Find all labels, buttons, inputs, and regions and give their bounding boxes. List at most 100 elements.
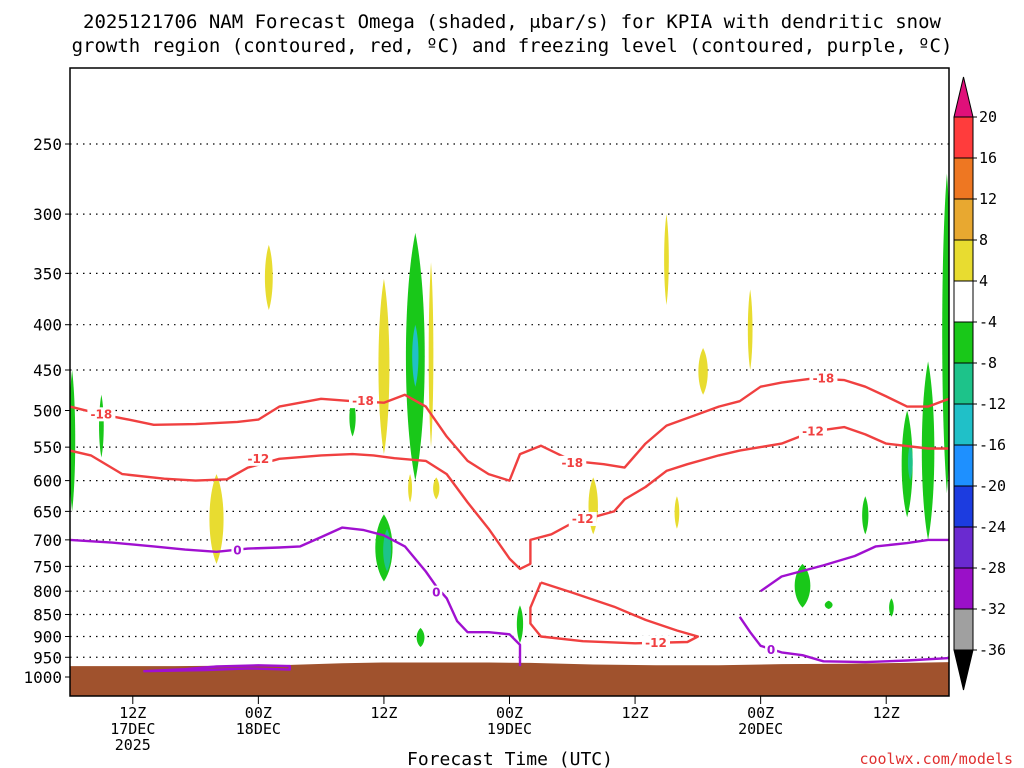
x-tick-label-2-1: 12Z xyxy=(370,704,397,722)
x-tick-label-4-1: 12Z xyxy=(622,704,649,722)
contour-label-bg-dgz-minus18-3 xyxy=(809,371,838,386)
contour-freezing-level xyxy=(70,526,522,667)
contour-label-bg-dgz-minus18-1 xyxy=(349,394,377,409)
omega-area-17 xyxy=(674,496,680,529)
omega-area-16 xyxy=(664,214,669,305)
contour-label-dgz-minus12-low-0: -12 xyxy=(645,636,667,650)
contour-label-bg-dgz-minus18-0 xyxy=(87,407,116,422)
colorbar-segment-6 xyxy=(953,362,974,405)
y-tick-label-450: 450 xyxy=(33,361,62,380)
colorbar-label-7: -12 xyxy=(979,395,1006,413)
x-tick-label-3-2: 19DEC xyxy=(487,720,532,738)
contour-label-dgz-minus18-3: -18 xyxy=(813,371,835,385)
omega-area-20 xyxy=(794,563,811,608)
contour-label-dgz-minus12-2: -12 xyxy=(802,424,824,438)
omega-area-13 xyxy=(416,627,425,648)
colorbar-label-12: -32 xyxy=(979,600,1006,618)
colorbar-label-10: -24 xyxy=(979,518,1006,536)
omega-area-8 xyxy=(428,262,434,448)
omega-area-3 xyxy=(264,244,273,311)
omega-area-22 xyxy=(862,496,869,535)
y-tick-label-550: 550 xyxy=(33,438,62,457)
contour-label-freezing-level-1: 0 xyxy=(432,586,440,600)
colorbar-segment-1 xyxy=(953,157,974,200)
colorbar-label-2: 12 xyxy=(979,190,997,208)
y-tick-label-600: 600 xyxy=(33,472,62,491)
omega-area-24 xyxy=(901,410,913,518)
colorbar-segment-9 xyxy=(953,485,974,528)
contour-label-bg-freezing-level-1 xyxy=(430,585,443,600)
y-tick-label-1000: 1000 xyxy=(23,668,62,687)
credit-text: coolwx.com/models xyxy=(859,750,1013,768)
colorbar-segment-3 xyxy=(953,239,974,282)
x-tick-label-0-3: 2025 xyxy=(115,736,151,754)
omega-shading xyxy=(70,173,949,648)
y-tick-label-400: 400 xyxy=(33,316,62,335)
x-tick-label-1-2: 18DEC xyxy=(236,720,281,738)
contour-label-bg-freezing-level-east-0 xyxy=(765,642,778,657)
colorbar: 20 16 12 8 4 -4 -8 -12 -16 -20 -24 -28 -32 -36 xyxy=(953,76,1006,691)
chart-title-line2: growth region (contoured, red, ºC) and f… xyxy=(72,35,953,57)
y-tick-label-250: 250 xyxy=(33,135,62,154)
y-tick-label-950: 950 xyxy=(33,648,62,667)
colorbar-segment-4 xyxy=(953,280,974,323)
colorbar-segment-12 xyxy=(953,608,974,651)
x-tick-label-6-1: 12Z xyxy=(873,704,900,722)
colorbar-segment-0 xyxy=(953,116,974,159)
contour-label-bg-freezing-level-0 xyxy=(231,543,244,558)
omega-area-23 xyxy=(889,598,894,617)
omega-area-14 xyxy=(516,605,524,643)
colorbar-label-4: 4 xyxy=(979,272,988,290)
contour-dgz-minus12-low xyxy=(529,581,700,645)
contour-label-dgz-minus18-0: -18 xyxy=(91,407,113,421)
contour-freezing-level-east xyxy=(738,616,949,664)
colorbar-label-11: -28 xyxy=(979,559,1006,577)
plot-area: -18 -18 -18 -18 -12 -12 -12 -12 0 0 0 xyxy=(70,143,949,696)
contour-freezing-level-east-upper xyxy=(759,538,949,593)
contour-dgz-minus12 xyxy=(70,425,949,571)
x-tick-label-5-2: 20DEC xyxy=(738,720,783,738)
colorbar-label-6: -8 xyxy=(979,354,997,372)
colorbar-label-8: -16 xyxy=(979,436,1006,454)
y-tick-label-700: 700 xyxy=(33,531,62,550)
y-tick-label-850: 850 xyxy=(33,606,62,625)
colorbar-label-3: 8 xyxy=(979,231,988,249)
x-tick-label-1-1: 00Z xyxy=(245,704,272,722)
omega-area-0 xyxy=(70,369,76,512)
contour-label-bg-dgz-minus12-1 xyxy=(568,511,597,526)
x-tick-label-5-1: 00Z xyxy=(747,704,774,722)
omega-area-19 xyxy=(747,289,753,370)
colorbar-segment-11 xyxy=(953,567,974,610)
chart-title-line1: 2025121706 NAM Forecast Omega (shaded, μ… xyxy=(83,11,941,33)
contour-label-bg-dgz-minus12-0 xyxy=(244,451,273,466)
y-tick-label-350: 350 xyxy=(33,264,62,283)
colorbar-segment-10 xyxy=(953,526,974,569)
omega-area-7 xyxy=(412,324,419,387)
omega-area-2 xyxy=(209,474,224,564)
omega-area-27 xyxy=(942,173,949,494)
x-tick-label-0-1: 12Z xyxy=(119,704,146,722)
contour-label-dgz-minus12-1: -12 xyxy=(572,512,594,526)
contour-label-dgz-minus18-2: -18 xyxy=(561,456,583,470)
contour-label-bg-dgz-minus18-2 xyxy=(558,455,587,470)
y-tick-label-750: 750 xyxy=(33,557,62,576)
colorbar-segment-7 xyxy=(953,403,974,446)
y-tick-label-500: 500 xyxy=(33,402,62,421)
x-tick-label-3-1: 00Z xyxy=(496,704,523,722)
colorbar-label-5: -4 xyxy=(979,313,997,331)
omega-area-18 xyxy=(698,348,708,395)
colorbar-label-9: -20 xyxy=(979,477,1006,495)
contour-label-dgz-minus18-1: -18 xyxy=(352,394,374,408)
contour-label-freezing-level-0: 0 xyxy=(233,544,241,558)
colorbar-label-13: -36 xyxy=(979,641,1006,659)
omega-area-9 xyxy=(408,474,413,503)
contour-labels: -18 -18 -18 -18 -12 -12 -12 -12 0 0 0 xyxy=(87,371,838,657)
omega-area-21 xyxy=(824,600,833,610)
contour-label-bg-dgz-minus12-2 xyxy=(798,424,827,439)
y-tick-label-900: 900 xyxy=(33,627,62,646)
contour-label-freezing-level-east-0: 0 xyxy=(767,643,775,657)
colorbar-label-0: 20 xyxy=(979,108,997,126)
colorbar-segment-8 xyxy=(953,444,974,487)
